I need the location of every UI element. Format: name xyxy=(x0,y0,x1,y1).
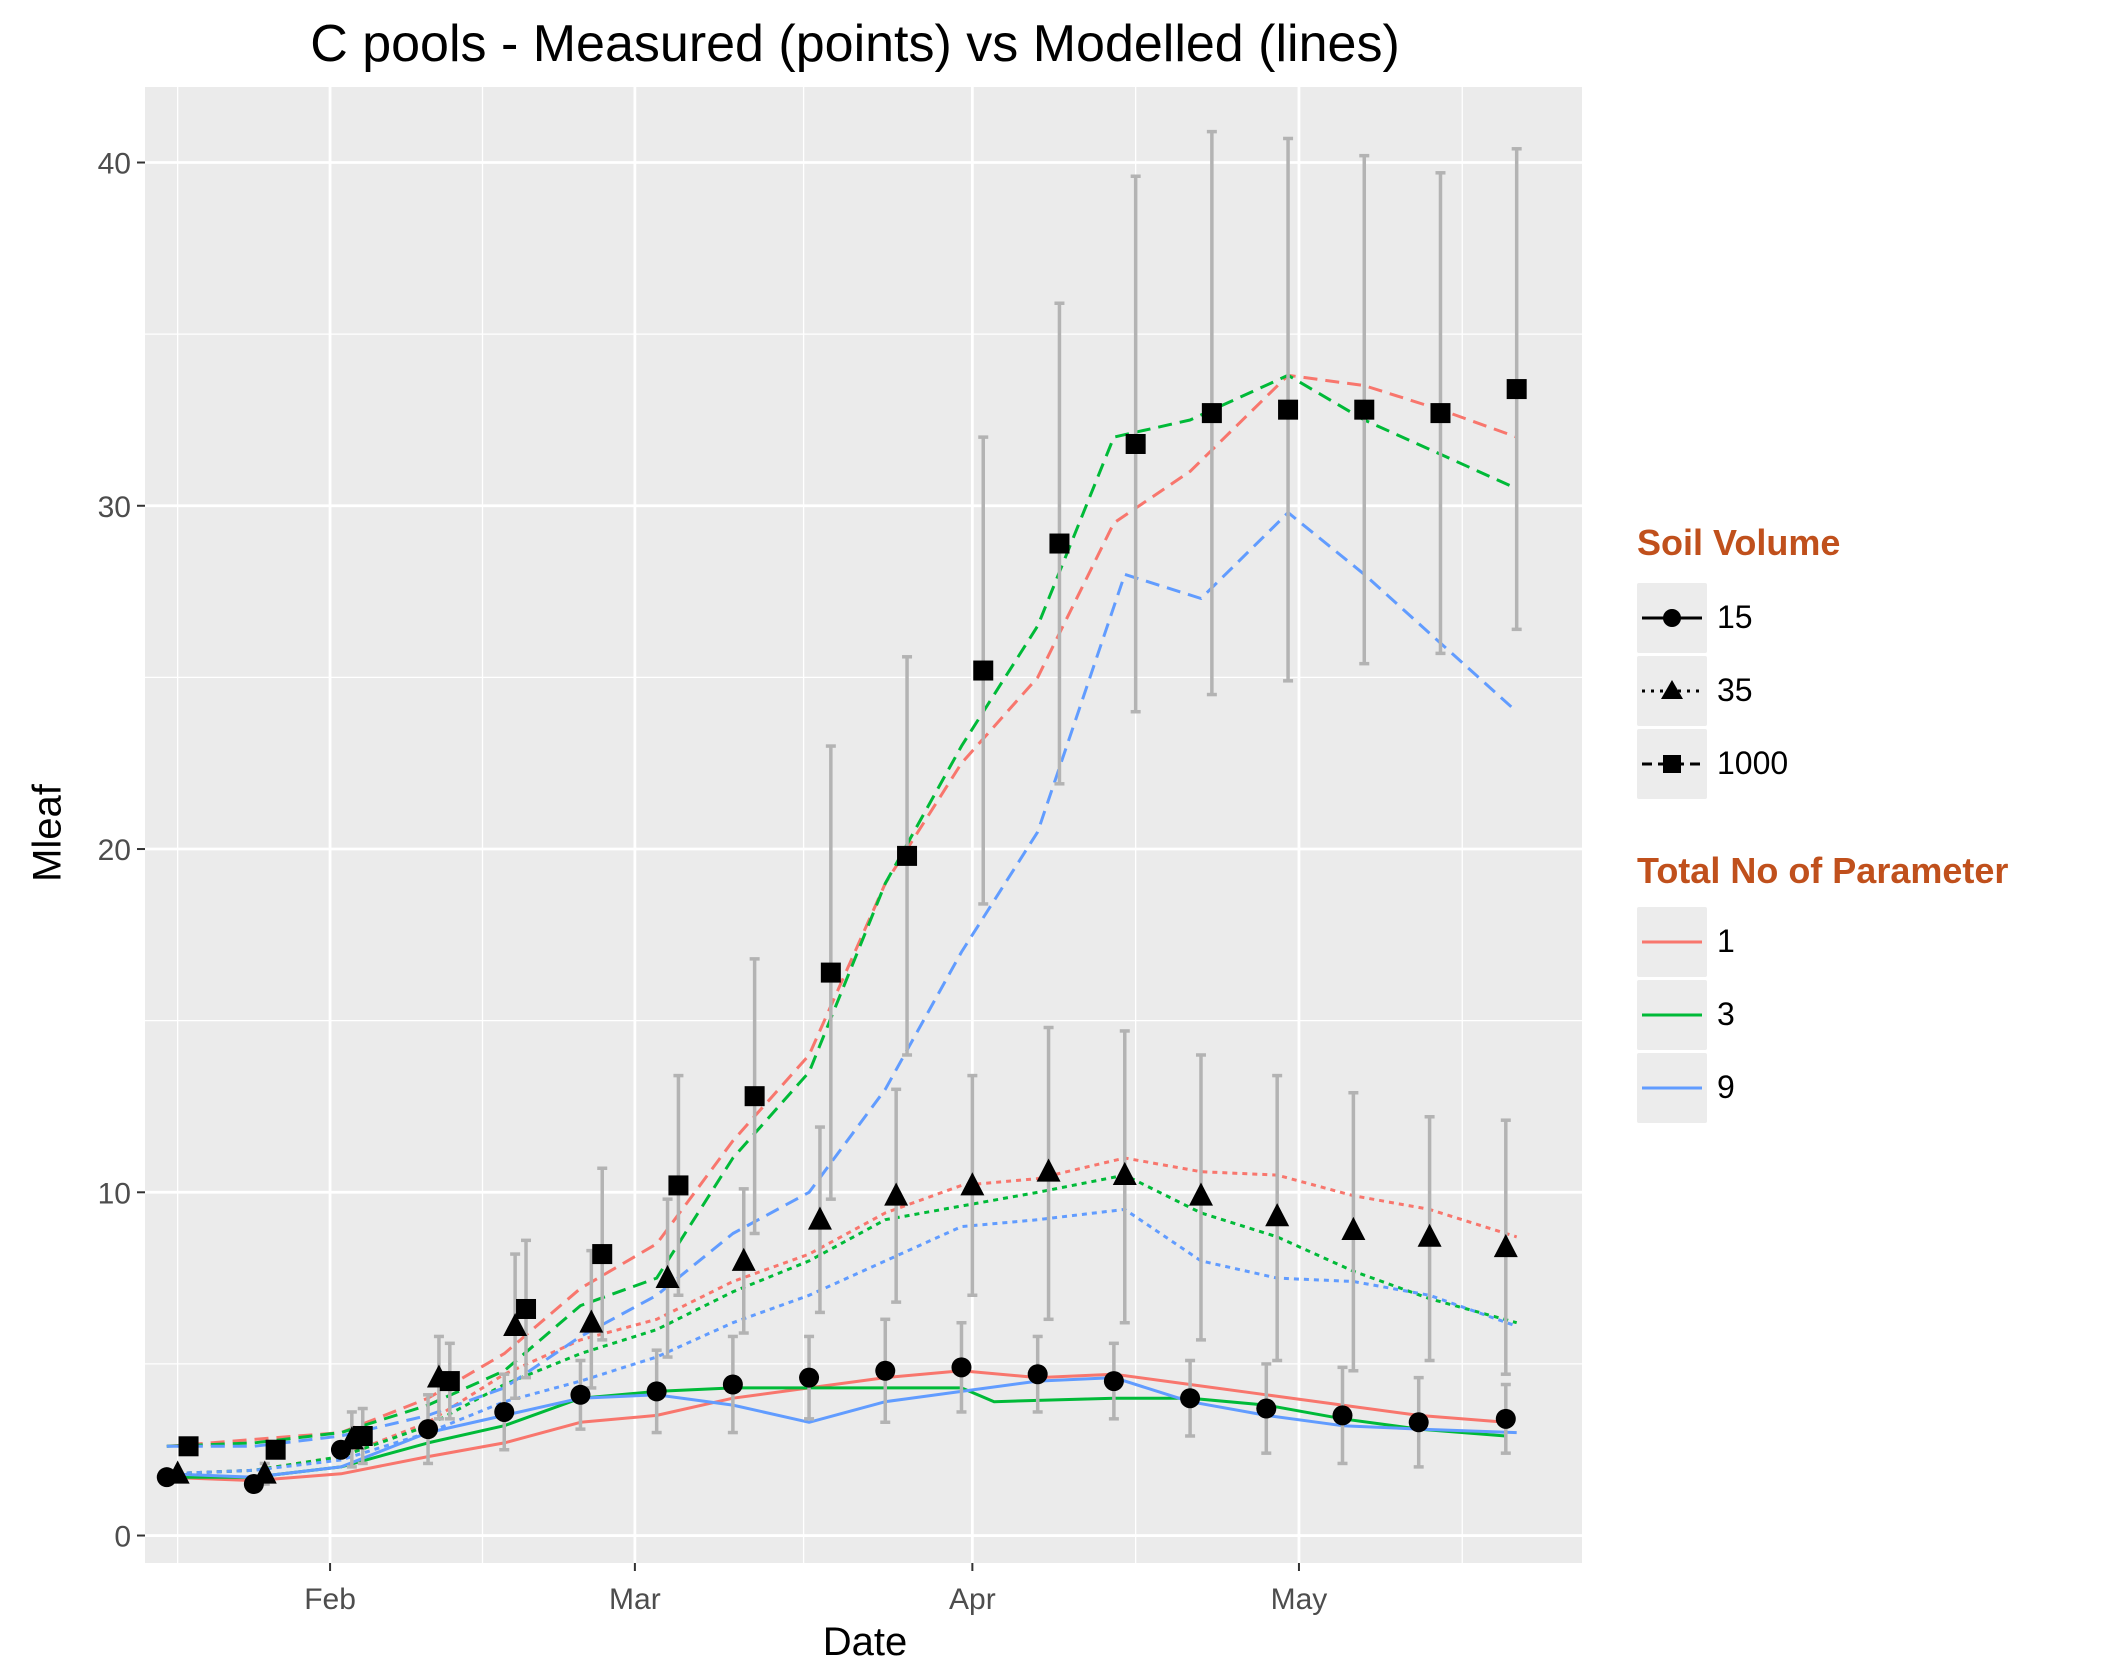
point-circle-15 xyxy=(1027,1364,1048,1385)
y-tick-label: 20 xyxy=(98,834,131,867)
legend-key-1000 xyxy=(1637,729,1707,799)
legend-key-35-glyph xyxy=(1642,680,1702,699)
point-square-1000 xyxy=(178,1436,199,1457)
point-square-1000 xyxy=(439,1371,460,1392)
grid-major xyxy=(145,87,1582,1563)
point-triangle-35 xyxy=(1417,1223,1442,1247)
point-square-1000 xyxy=(265,1439,286,1460)
legend-label-param-9: 9 xyxy=(1717,1069,1735,1105)
plot-panel xyxy=(145,87,1582,1563)
point-circle-15 xyxy=(1332,1405,1353,1426)
x-axis-label: Date xyxy=(822,1620,908,1664)
model-line-35-param-1 xyxy=(166,1156,1518,1476)
x-tick-label: May xyxy=(1271,1583,1328,1616)
point-triangle-35 xyxy=(731,1247,756,1271)
legend-key-15-glyph xyxy=(1642,609,1702,627)
point-square-1000 xyxy=(668,1175,689,1196)
point-square-1000 xyxy=(1125,433,1146,454)
point-triangle-35 xyxy=(165,1460,190,1484)
x-tick-label: Apr xyxy=(949,1583,996,1616)
model-line-1000-param-1 xyxy=(166,373,1518,1448)
point-square-1000 xyxy=(1506,379,1527,400)
legend-key-param-1-glyph xyxy=(1642,940,1702,944)
legend-key-param-3 xyxy=(1637,980,1707,1050)
legend-key-param-3-glyph xyxy=(1642,1013,1702,1017)
point-circle-15 xyxy=(722,1374,743,1395)
point-triangle-35 xyxy=(1265,1203,1290,1227)
point-square-1000 xyxy=(1201,403,1222,424)
point-triangle-35 xyxy=(1036,1158,1061,1182)
legend-key-35-triangle-icon xyxy=(1661,680,1683,699)
point-circle-15 xyxy=(646,1381,667,1402)
legend-key-1000-square-icon xyxy=(1663,755,1681,773)
legend-key-35 xyxy=(1637,656,1707,726)
model-line-35-param-9 xyxy=(166,1207,1518,1476)
legend-key-15-circle-icon xyxy=(1663,609,1681,627)
point-square-1000 xyxy=(1354,399,1375,420)
point-triangle-35 xyxy=(1188,1182,1213,1206)
legend-label-35: 35 xyxy=(1717,672,1753,708)
point-circle-15 xyxy=(875,1360,896,1381)
point-square-1000 xyxy=(897,845,918,866)
point-circle-15 xyxy=(570,1384,591,1405)
model-line-1000-param-9 xyxy=(166,511,1518,1448)
point-circle-15 xyxy=(1103,1371,1124,1392)
legend-title-parameters: Total No of Parameter xyxy=(1637,850,2009,891)
model-line-1000-param-3 xyxy=(166,373,1518,1448)
model-lines xyxy=(166,373,1518,1483)
point-circle-15 xyxy=(951,1357,972,1378)
y-tick-label: 30 xyxy=(98,491,131,524)
legend-key-1000-glyph xyxy=(1642,755,1702,773)
point-circle-15 xyxy=(1495,1408,1516,1429)
point-triangle-35 xyxy=(960,1172,985,1196)
point-circle-15 xyxy=(1180,1388,1201,1409)
point-triangle-35 xyxy=(1112,1161,1137,1186)
chart-title: C pools - Measured (points) vs Modelled … xyxy=(310,15,1400,73)
point-triangle-35 xyxy=(807,1206,832,1230)
y-tick-label: 40 xyxy=(98,148,131,181)
point-triangle-35 xyxy=(1493,1234,1518,1258)
x-tick-label: Mar xyxy=(609,1583,661,1616)
legend-key-param-1 xyxy=(1637,907,1707,977)
model-line-15-param-1 xyxy=(166,1369,1506,1483)
point-square-1000 xyxy=(516,1298,537,1319)
legend-key-param-9-glyph xyxy=(1642,1086,1702,1090)
point-triangle-35 xyxy=(655,1264,680,1288)
point-circle-15 xyxy=(494,1401,515,1422)
legend-key-15 xyxy=(1637,583,1707,653)
point-circle-15 xyxy=(799,1367,820,1388)
point-square-1000 xyxy=(592,1244,613,1265)
point-circle-15 xyxy=(418,1419,439,1440)
point-circle-15 xyxy=(1408,1412,1429,1433)
point-triangle-35 xyxy=(884,1182,909,1206)
x-tick-label: Feb xyxy=(304,1583,356,1616)
legend-label-15: 15 xyxy=(1717,599,1753,635)
model-line-35-param-3 xyxy=(166,1173,1518,1476)
point-square-1000 xyxy=(1278,399,1299,420)
legend-label-param-1: 1 xyxy=(1717,923,1735,959)
legend-title-soil-volume: Soil Volume xyxy=(1637,522,1841,563)
point-square-1000 xyxy=(1430,403,1451,424)
point-square-1000 xyxy=(820,962,841,983)
point-triangle-35 xyxy=(1341,1216,1366,1240)
point-square-1000 xyxy=(1049,533,1070,554)
legend-label-1000: 1000 xyxy=(1717,745,1789,781)
y-tick-label: 0 xyxy=(114,1521,131,1554)
x-axis: Feb Mar Apr May xyxy=(304,1563,1327,1616)
point-square-1000 xyxy=(744,1086,765,1107)
y-tick-label: 10 xyxy=(98,1177,131,1210)
point-triangle-35 xyxy=(579,1309,604,1333)
legend-key-param-9 xyxy=(1637,1053,1707,1123)
point-circle-15 xyxy=(1256,1398,1277,1419)
point-square-1000 xyxy=(973,660,994,681)
point-triangle-35 xyxy=(252,1460,277,1484)
measured-points xyxy=(156,379,1527,1495)
point-triangle-35 xyxy=(503,1312,528,1337)
legend-label-param-3: 3 xyxy=(1717,996,1735,1032)
y-axis: 0 10 20 30 40 xyxy=(98,148,145,1554)
model-line-15-param-3 xyxy=(166,1386,1506,1479)
point-square-1000 xyxy=(352,1425,373,1446)
